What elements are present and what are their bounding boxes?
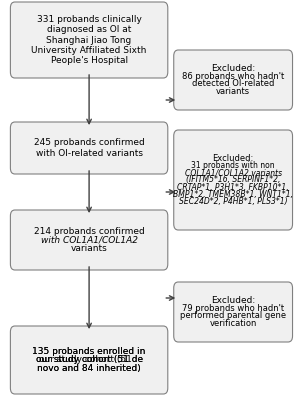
FancyBboxPatch shape [10,210,168,270]
Text: Excluded:: Excluded: [212,154,254,163]
FancyBboxPatch shape [174,282,293,342]
Text: 331 probands clinically
diagnosed as OI at
Shanghai Jiao Tong
University Affilia: 331 probands clinically diagnosed as OI … [32,15,147,65]
Text: (IFITM5*16, SERPINF1*2,: (IFITM5*16, SERPINF1*2, [186,176,280,184]
Text: COL1A1/COL1A2 variants: COL1A1/COL1A2 variants [185,168,282,177]
Text: detected OI-related: detected OI-related [192,79,274,88]
Text: performed parental gene: performed parental gene [180,311,286,320]
Text: 79 probands who hadn't: 79 probands who hadn't [182,304,284,313]
FancyBboxPatch shape [10,2,168,78]
Text: with COL1A1/COL1A2: with COL1A1/COL1A2 [41,236,138,244]
Text: 86 probands who hadn't: 86 probands who hadn't [182,72,284,80]
Text: Excluded:: Excluded: [211,296,255,305]
Text: SEC24D*2, P4HB*1, PLS3*1): SEC24D*2, P4HB*1, PLS3*1) [179,197,287,206]
Text: 31 probands with non: 31 probands with non [191,161,275,170]
Text: novo and 84 inherited): novo and 84 inherited) [37,364,141,373]
Text: CRTAP*1, P3H1*3, FKBP10*1,: CRTAP*1, P3H1*3, FKBP10*1, [177,183,289,192]
Text: Excluded:: Excluded: [211,64,255,73]
Text: our study cohort (51 de: our study cohort (51 de [35,356,143,364]
FancyBboxPatch shape [174,50,293,110]
Text: 135 probands enrolled in: 135 probands enrolled in [32,347,146,356]
FancyBboxPatch shape [10,326,168,394]
Text: variants: variants [71,244,107,253]
Text: our study cohort (51 de: our study cohort (51 de [35,356,143,364]
Text: 214 probands confirmed: 214 probands confirmed [34,227,144,236]
FancyBboxPatch shape [10,122,168,174]
FancyBboxPatch shape [174,130,293,230]
Text: novo and 84 inherited): novo and 84 inherited) [37,364,141,373]
Text: BMP1*2, TMEM38B*1, WNT1*1,: BMP1*2, TMEM38B*1, WNT1*1, [173,190,293,199]
Text: 135 probands enrolled in: 135 probands enrolled in [32,347,146,356]
Text: variants: variants [216,87,250,96]
Text: verification: verification [209,319,257,328]
Text: our study cohort (51: our study cohort (51 [39,356,139,364]
Text: 245 probands confirmed
with OI-related variants: 245 probands confirmed with OI-related v… [34,138,144,158]
